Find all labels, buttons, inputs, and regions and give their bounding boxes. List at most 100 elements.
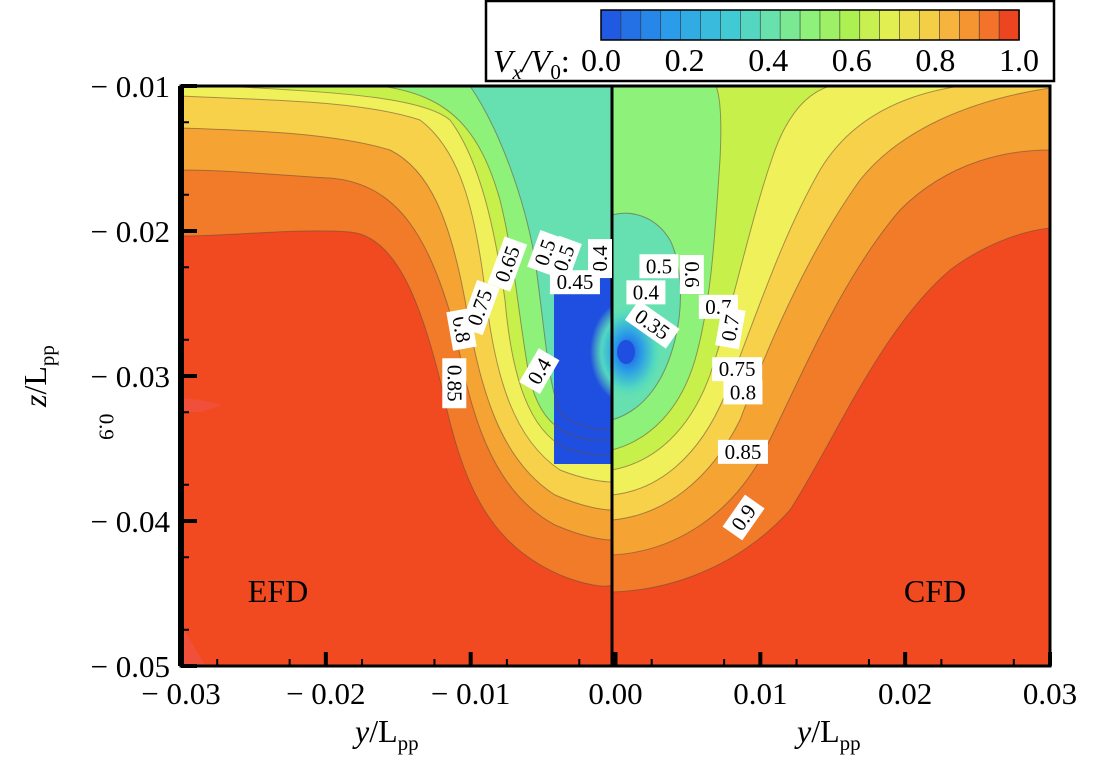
x-tick-label: − 0.02 — [286, 676, 365, 711]
contour-label-bg — [94, 407, 119, 447]
contour-label: 0.9 — [94, 407, 119, 447]
y-axis-ticks: − 0.01 − 0.02 − 0.03 − 0.04 − 0.05 — [91, 69, 197, 684]
contour-label-text: 0.45 — [557, 270, 594, 294]
cb-title-sub-0: 0 — [550, 60, 561, 84]
contour-lines — [181, 86, 1050, 593]
y-title-slash: /L — [17, 366, 53, 394]
contour-label: 0.4 — [588, 239, 613, 279]
contour-label-text: 0.9 — [95, 414, 119, 440]
contour-label-text: 0.85 — [725, 440, 762, 464]
y-tick-label: − 0.05 — [91, 649, 170, 684]
x-title-left-sub: pp — [398, 731, 419, 755]
contour-label: 0.5 — [639, 254, 679, 279]
panel-label-efd: EFD — [248, 573, 308, 609]
contour-label-bg — [626, 280, 666, 305]
contour-label-text: 0.8 — [730, 380, 756, 404]
y-tick-label: − 0.04 — [91, 504, 171, 539]
x-axis-ticks: − 0.03 − 0.02 − 0.01 0.00 0.01 0.02 0.03 — [141, 652, 1077, 711]
contour-label-text: 0.5 — [646, 254, 672, 278]
colorbar-swatch — [879, 9, 901, 41]
x-axis-title-left: y/Lpp — [352, 713, 419, 755]
contour-label-bg — [717, 439, 768, 464]
cb-title-sub-x: x — [512, 60, 523, 84]
colorbar-swatch — [958, 9, 980, 41]
contour-label-bg — [545, 235, 582, 281]
panel-label-cfd: CFD — [904, 573, 966, 609]
colorbar-swatches — [600, 9, 1020, 41]
contour-label-bg — [588, 239, 613, 279]
colorbar-swatch — [779, 9, 801, 41]
cb-title-v: V — [493, 43, 516, 79]
contour-label: 0.85 — [717, 439, 768, 464]
colorbar-tick-label: 0.4 — [748, 42, 788, 78]
cfd-core-center — [617, 340, 635, 364]
contour-label-bg — [527, 229, 563, 275]
efd-corner-artefact — [181, 625, 205, 665]
y-tick-label: − 0.01 — [91, 69, 170, 104]
x-axis-title-right: y/Lpp — [794, 713, 861, 755]
contour-label-text: 0.85 — [442, 365, 466, 402]
colorbar-tick-labels: 0.0 0.2 0.4 0.6 0.8 1.0 — [581, 42, 1039, 78]
contour-label-text: 0.75 — [719, 357, 756, 381]
colorbar-swatch — [720, 9, 742, 41]
colorbar-swatch — [680, 9, 702, 41]
contour-label: 0.85 — [442, 358, 467, 409]
colorbar-tick-label: 0.2 — [665, 42, 705, 78]
x-title-left-main: y — [352, 713, 370, 749]
contour-label: 0.8 — [723, 380, 763, 405]
cb-title-colon: : — [561, 43, 570, 79]
y-title-sub: pp — [35, 345, 59, 366]
colorbar-swatch — [859, 9, 881, 41]
colorbar-swatch — [998, 9, 1020, 41]
contour-label: 0.75 — [712, 357, 763, 382]
x-tick-label: − 0.01 — [431, 676, 510, 711]
contour-label: 0.4 — [626, 280, 666, 305]
colorbar-swatch — [799, 9, 821, 41]
svg-text:y/Lpp: y/Lpp — [352, 713, 419, 755]
contour-label-bg — [519, 348, 560, 395]
x-tick-label: 0.00 — [588, 676, 642, 711]
colorbar-swatch — [660, 9, 682, 41]
colorbar-swatch — [978, 9, 1000, 41]
x-tick-label: − 0.03 — [141, 676, 220, 711]
contour-label: 0.7 — [715, 306, 746, 350]
colorbar-legend: Vx/V0: 0.0 0.2 0.4 0.6 0.8 1.0 — [484, 0, 1056, 84]
colorbar-tick-label: 0.0 — [581, 42, 621, 78]
contour-label-bg — [549, 270, 600, 295]
efd-edge-artefact — [181, 398, 222, 412]
colorbar-swatch — [899, 9, 921, 41]
colorbar-outline — [600, 9, 1020, 41]
colorbar-swatch — [640, 9, 662, 41]
y-tick-label: − 0.02 — [91, 214, 170, 249]
colorbar-tick-label: 1.0 — [999, 42, 1039, 78]
contour-label-bg — [624, 300, 680, 349]
contour-label-bg — [715, 306, 746, 350]
svg-text:z/Lpp: z/Lpp — [17, 345, 59, 408]
y-tick-label: − 0.03 — [91, 359, 170, 394]
contour-label-bg — [723, 380, 763, 405]
contour-label: 0.6 — [679, 255, 704, 294]
contour-label: 0.7 — [698, 294, 738, 319]
y-title-main: z — [17, 394, 53, 408]
colorbar-swatch — [740, 9, 762, 41]
contour-label-bg — [442, 358, 467, 409]
contour-label-bg — [722, 494, 765, 541]
colorbar-swatch — [919, 9, 941, 41]
contour-label-text: 0.7 — [716, 313, 744, 343]
x-tick-label: 0.01 — [733, 676, 787, 711]
colorbar-title: Vx/V0: — [493, 43, 570, 84]
contour-label-text: 0.6 — [680, 261, 704, 287]
colorbar-swatch — [620, 9, 642, 41]
colorbar-tick-label: 0.6 — [832, 42, 872, 78]
contour-label-bg — [487, 236, 528, 292]
colorbar-swatch — [700, 9, 722, 41]
svg-text:y/Lpp: y/Lpp — [794, 713, 861, 755]
cb-title-mid: /V — [520, 43, 554, 79]
contour-label-bg — [679, 255, 704, 294]
contour-label-text: 0.4 — [633, 280, 660, 304]
colorbar-swatch — [939, 9, 961, 41]
x-title-right-slash: /L — [811, 713, 839, 749]
x-title-right-sub: pp — [840, 731, 861, 755]
colorbar-swatch — [819, 9, 841, 41]
